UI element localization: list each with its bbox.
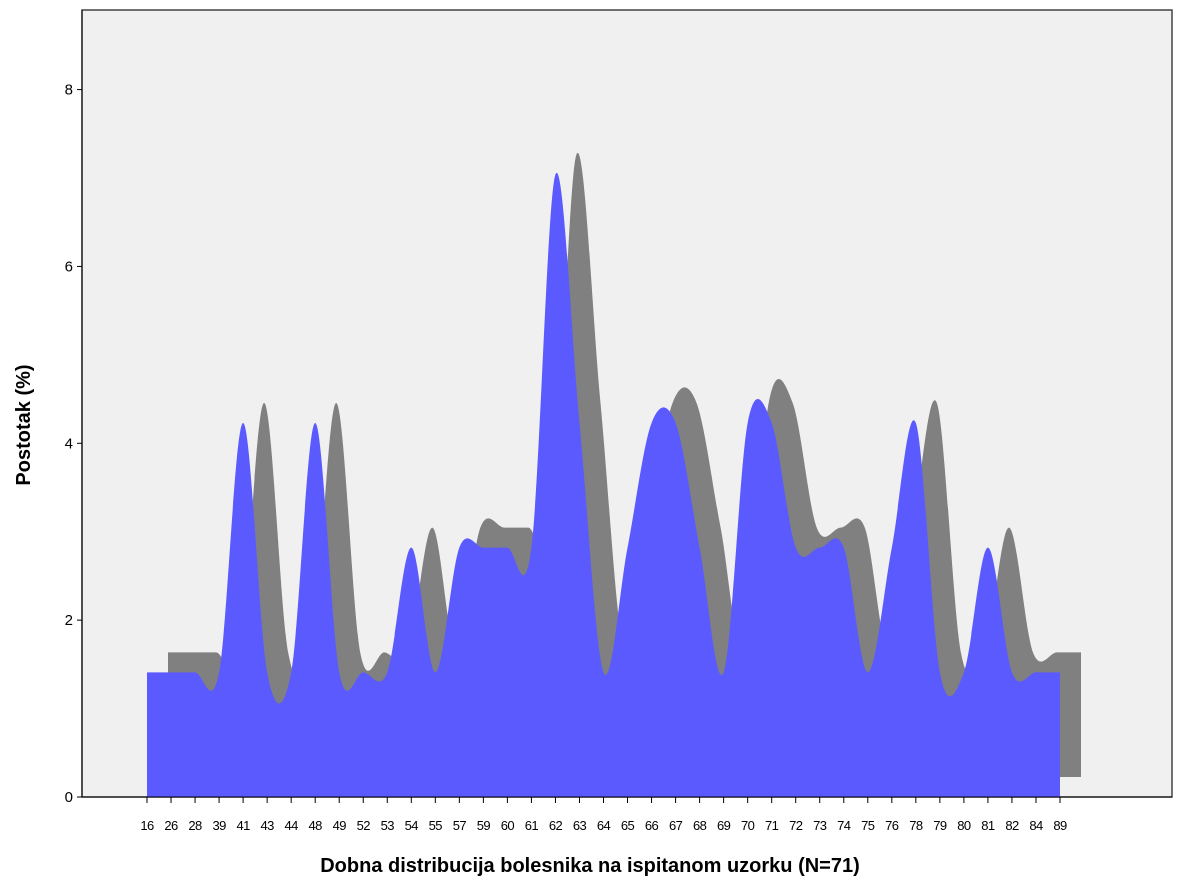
x-tick-label: 70 bbox=[741, 818, 755, 833]
x-tick-label: 78 bbox=[909, 818, 923, 833]
y-tick-label: 4 bbox=[65, 435, 73, 452]
x-tick-label: 64 bbox=[597, 818, 611, 833]
x-tick-label: 74 bbox=[837, 818, 851, 833]
x-tick-label: 41 bbox=[236, 818, 250, 833]
y-tick-label: 0 bbox=[65, 789, 73, 806]
x-tick-label: 80 bbox=[957, 818, 971, 833]
x-tick-label: 60 bbox=[501, 818, 515, 833]
x-tick-label: 65 bbox=[621, 818, 635, 833]
x-tick-label: 39 bbox=[212, 818, 226, 833]
x-tick-label: 73 bbox=[813, 818, 827, 833]
x-tick-label: 81 bbox=[981, 818, 995, 833]
x-tick-label: 59 bbox=[477, 818, 491, 833]
x-tick-label: 26 bbox=[164, 818, 178, 833]
x-tick-label: 16 bbox=[140, 818, 154, 833]
area bbox=[147, 172, 1060, 797]
y-tick-label: 8 bbox=[65, 82, 73, 99]
x-tick-label: 61 bbox=[525, 818, 539, 833]
x-tick-label: 48 bbox=[309, 818, 323, 833]
x-tick-label: 57 bbox=[453, 818, 467, 833]
x-tick-label: 82 bbox=[1005, 818, 1019, 833]
y-axis-title: Postotak (%) bbox=[13, 364, 35, 485]
x-tick-label: 67 bbox=[669, 818, 683, 833]
x-tick-label: 68 bbox=[693, 818, 707, 833]
x-tick-label: 55 bbox=[429, 818, 443, 833]
x-tick-label: 69 bbox=[717, 818, 731, 833]
x-axis-title: Dobna distribucija bolesnika na ispitano… bbox=[320, 855, 860, 877]
x-tick-label: 52 bbox=[357, 818, 371, 833]
x-tick-label: 84 bbox=[1029, 818, 1043, 833]
x-tick-label: 72 bbox=[789, 818, 803, 833]
x-tick-label: 53 bbox=[381, 818, 395, 833]
x-tick-label: 75 bbox=[861, 818, 875, 833]
x-tick-label: 71 bbox=[765, 818, 779, 833]
x-tick-label: 44 bbox=[285, 818, 299, 833]
x-tick-label: 49 bbox=[333, 818, 347, 833]
x-tick-label: 54 bbox=[405, 818, 419, 833]
x-tick-label: 62 bbox=[549, 818, 563, 833]
x-tick-label: 66 bbox=[645, 818, 659, 833]
y-tick-label: 6 bbox=[65, 258, 73, 275]
x-tick-label: 76 bbox=[885, 818, 899, 833]
x-tick-label: 79 bbox=[933, 818, 947, 833]
x-tick-label: 63 bbox=[573, 818, 587, 833]
y-tick-label: 2 bbox=[65, 612, 73, 629]
x-tick-label: 43 bbox=[260, 818, 274, 833]
x-tick-label: 28 bbox=[188, 818, 202, 833]
x-tick-label: 89 bbox=[1053, 818, 1067, 833]
